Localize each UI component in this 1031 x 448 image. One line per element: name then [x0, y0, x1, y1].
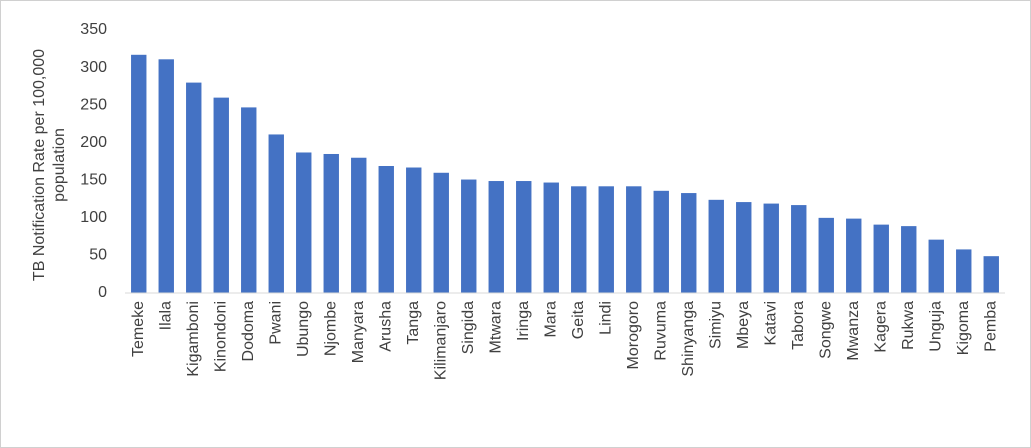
x-tick-label: Kinondoni — [212, 301, 229, 372]
bar — [378, 166, 394, 293]
x-tick-label: Ubungo — [295, 301, 312, 357]
x-tick-label: Ilala — [157, 301, 174, 330]
y-tick-label: 100 — [80, 209, 107, 226]
x-tick-label: Mbeya — [735, 301, 752, 349]
bar — [186, 82, 202, 293]
bar — [296, 152, 312, 293]
y-tick-label: 350 — [80, 21, 107, 38]
bar — [928, 239, 944, 293]
bar — [653, 190, 669, 293]
y-axis-label-line: population — [51, 128, 68, 202]
x-tick-label: Lindi — [597, 301, 614, 335]
x-tick-label: Njombe — [322, 301, 339, 356]
x-tick-label: Katavi — [762, 301, 779, 345]
x-tick-label: Tabora — [790, 301, 807, 350]
y-axis-label: TB Notification Rate per 100,000 populat… — [31, 49, 68, 281]
x-tick-label: Dodoma — [240, 301, 257, 362]
x-tick-label: Mtwara — [487, 301, 504, 354]
bar — [901, 226, 917, 293]
bar — [983, 256, 999, 293]
x-tick-label: Manyara — [350, 301, 367, 363]
x-tick-label: Iringa — [515, 301, 532, 341]
x-tick-label: Songwe — [817, 301, 834, 359]
bar — [681, 193, 697, 293]
x-tick-label: Kigamboni — [185, 301, 202, 377]
x-tick-label: Kagera — [872, 301, 889, 353]
x-tick-label: Ruvuma — [652, 301, 669, 361]
x-tick-label: Mara — [542, 301, 559, 338]
bar — [351, 157, 367, 293]
bar — [626, 186, 642, 293]
x-tick-label: Unguja — [927, 301, 944, 352]
x-tick-label: Arusha — [377, 301, 394, 352]
bar — [516, 181, 532, 293]
x-tick-label: Kigoma — [955, 301, 972, 355]
y-axis-label-line: TB Notification Rate per 100,000 — [31, 49, 48, 281]
bar — [158, 59, 174, 294]
y-tick-label: 0 — [98, 284, 107, 301]
bar — [956, 249, 972, 293]
x-tick-label: Pemba — [982, 301, 999, 352]
bar — [846, 218, 862, 293]
y-tick-label: 250 — [80, 96, 107, 113]
x-tick-label: Rukwa — [900, 301, 917, 350]
bar — [708, 199, 724, 293]
x-tick-label: Geita — [570, 301, 587, 339]
x-tick-label: Mwanza — [845, 301, 862, 361]
x-tick-label: Pwani — [267, 301, 284, 345]
x-tick-label: Kilimanjaro — [432, 301, 449, 380]
y-tick-label: 150 — [80, 172, 107, 189]
x-tick-label: Shinyanga — [680, 301, 697, 377]
bar — [791, 205, 807, 293]
bar — [488, 181, 504, 293]
x-tick-label: Simiyu — [707, 301, 724, 349]
y-tick-label: 300 — [80, 59, 107, 76]
x-tick-label: Morogoro — [625, 301, 642, 370]
bar — [268, 134, 284, 293]
bar — [131, 54, 147, 293]
bar — [873, 224, 889, 293]
bar — [736, 202, 752, 293]
bar — [213, 97, 229, 293]
bar — [241, 107, 257, 293]
bar — [598, 186, 614, 293]
bar — [571, 186, 587, 293]
x-tick-label: Singida — [460, 301, 477, 354]
bar — [543, 182, 559, 293]
y-tick-label: 50 — [89, 247, 107, 264]
bar — [818, 217, 834, 293]
x-tick-label: Tanga — [405, 301, 422, 345]
bar — [461, 179, 477, 293]
y-tick-label: 200 — [80, 134, 107, 151]
bar — [433, 172, 449, 293]
bar — [763, 203, 779, 293]
bar — [323, 153, 339, 293]
x-tick-label: Temeke — [130, 301, 147, 357]
bar — [406, 167, 422, 293]
